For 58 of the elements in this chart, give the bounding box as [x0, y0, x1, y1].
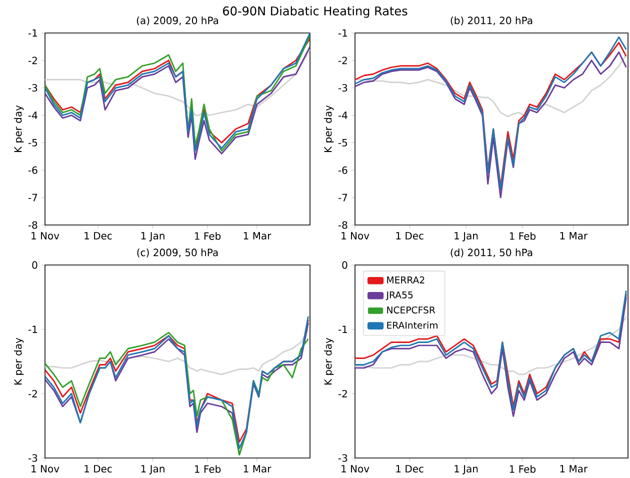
y-tick-label: -3: [338, 84, 348, 92]
y-axis-title: K per day: [14, 105, 24, 152]
y-axis-title: K per day: [14, 338, 24, 385]
y-axis-title: K per day: [324, 105, 334, 152]
x-tick-label: 1 Jan: [141, 232, 164, 242]
chart-title: (c) 2009, 50 hPa: [137, 248, 218, 258]
y-tick-label: -8: [338, 221, 348, 229]
x-tick-label: 1 Feb: [510, 232, 536, 240]
y-tick-label: 0: [342, 261, 348, 269]
x-tick-label: 1 Jan: [454, 232, 478, 242]
chart-title: (a) 2009, 20 hPa: [136, 16, 218, 26]
x-tick-label: 1 Dec: [396, 465, 424, 473]
x-tick-label: 1 Nov: [342, 232, 370, 240]
x-tick-label: 1 Jan: [141, 465, 164, 475]
x-tick-label: 1 Nov: [32, 465, 60, 473]
chart-title: (b) 2011, 20 hPa: [450, 16, 532, 26]
y-tick-label: -7: [338, 194, 348, 202]
x-tick-label: 1 Nov: [32, 232, 60, 240]
y-tick-label: -3: [28, 454, 38, 462]
x-tick-label: 1 Mar: [560, 465, 588, 473]
y-tick-label: -2: [338, 56, 347, 64]
y-tick-label: -7: [28, 194, 38, 202]
x-tick-label: 1 Mar: [244, 465, 272, 473]
y-tick-label: -5: [338, 139, 348, 147]
x-tick-label: 1 Dec: [84, 465, 112, 473]
x-tick-label: 1 Dec: [396, 232, 424, 240]
y-tick-label: -5: [28, 139, 38, 147]
y-tick-label: -4: [28, 112, 38, 120]
x-tick-label: 1 Feb: [195, 465, 221, 473]
y-tick-label: -6: [338, 166, 348, 174]
line-series: [45, 46, 310, 160]
x-tick-label: 1 Jan: [454, 465, 478, 475]
legend-label: ERAInterim: [387, 322, 438, 329]
text: 60-90N Diabatic Heating Rates: [223, 6, 408, 18]
y-tick-label: -2: [28, 390, 37, 398]
y-tick-label: -8: [28, 221, 38, 229]
x-tick-label: 1 Mar: [560, 232, 588, 240]
y-tick-label: -2: [338, 390, 347, 398]
legend-label: NCEPCFSR: [387, 306, 436, 314]
y-tick-label: -4: [338, 112, 348, 120]
y-tick-label: -3: [338, 454, 348, 462]
legend-label: MERRA2: [387, 276, 424, 284]
y-tick-label: -1: [338, 326, 347, 334]
y-tick-label: -1: [28, 326, 37, 334]
x-tick-label: 1 Feb: [510, 465, 536, 473]
legend-label: JRA55: [386, 292, 413, 300]
y-tick-label: -3: [28, 84, 38, 92]
chart-title: (d) 2011, 50 hPa: [450, 248, 532, 258]
y-tick-label: 0: [32, 261, 38, 269]
x-tick-label: 1 Nov: [342, 465, 370, 473]
y-axis-title: K per day: [324, 338, 334, 385]
y-tick-label: -6: [28, 166, 38, 174]
y-tick-label: -1: [338, 30, 347, 37]
x-tick-label: 1 Mar: [244, 232, 272, 240]
y-tick-label: -2: [28, 56, 37, 64]
x-tick-label: 1 Dec: [84, 232, 112, 240]
x-tick-label: 1 Feb: [195, 232, 221, 240]
y-tick-label: -1: [28, 30, 37, 37]
